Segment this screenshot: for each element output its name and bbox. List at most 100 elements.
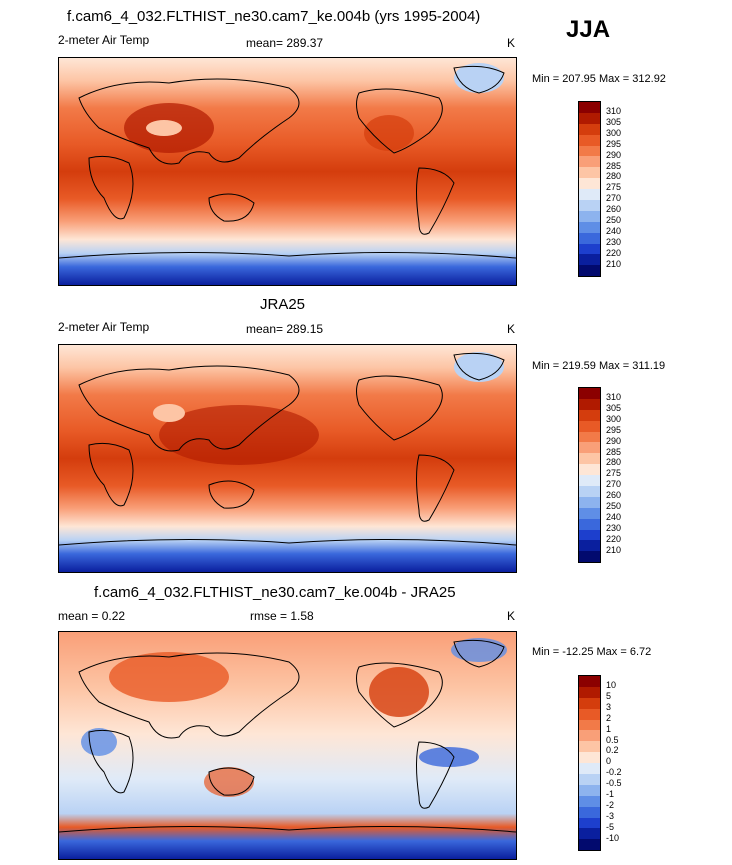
panel1-colorbar-swatch	[579, 189, 600, 201]
panel1-mean-label: mean= 289.37	[246, 36, 324, 50]
panel3-colorbar-swatch	[579, 719, 600, 731]
panel2-colorbar-swatch	[579, 388, 600, 399]
panel3-colorbar-swatch	[579, 686, 600, 698]
panel2-colorbar-swatch	[579, 475, 600, 487]
panel3-title: f.cam6_4_032.FLTHIST_ne30.cam7_ke.004b -…	[94, 584, 456, 601]
panel2-colorbar-swatch	[579, 540, 600, 552]
panel2-colorbar-tick-label: 280	[606, 457, 622, 468]
panel2-colorbar-swatch	[579, 551, 600, 563]
panel1-colorbar-tick-label: 305	[606, 116, 622, 127]
panel3-colorbar-tick-label: 0.5	[606, 734, 619, 745]
panel1-colorbar-ticks: 310 305 300 295 290 285 280 275 270 260 250 240 230 2…	[606, 106, 621, 270]
panel1-colorbar-swatch	[579, 210, 600, 222]
panel2-colorbar-swatch	[579, 453, 600, 465]
panel2-title: JRA25	[260, 296, 306, 313]
panel3-colorbar-tick-label: -3	[606, 810, 615, 821]
panel1-colorbar-tick-label: 295	[606, 138, 622, 149]
panel1-colorbar	[578, 101, 601, 278]
panel1-colorbar-swatch	[579, 123, 600, 135]
panel1-units-label: K	[507, 36, 516, 50]
panel2-mean-label: mean= 289.15	[246, 322, 324, 336]
panel1-colorbar-tick-label: 285	[606, 160, 622, 171]
panel2-colorbar-swatch	[579, 486, 600, 497]
panel2-colorbar-swatch	[579, 431, 600, 443]
panel1-colorbar-tick-label: 250	[606, 215, 622, 226]
panel2-colorbar-tick-label: 260	[606, 490, 622, 501]
panel2-units-label: K	[507, 322, 516, 336]
panel3-colorbar-swatch	[579, 730, 600, 742]
panel1-title: f.cam6_4_032.FLTHIST_ne30.cam7_ke.004b (…	[67, 8, 481, 25]
panel2-colorbar-tick-label: 285	[606, 446, 622, 457]
panel2-colorbar-swatch	[579, 409, 600, 421]
panel3-colorbar-swatch	[579, 676, 600, 687]
panel1-colorbar-swatch	[579, 145, 600, 157]
panel2-minmax-label: Min = 219.59 Max = 311.19	[532, 360, 666, 372]
panel2-colorbar-swatch	[579, 507, 600, 519]
panel2-colorbar	[578, 387, 601, 564]
panel2-colorbar-swatch	[579, 518, 600, 530]
panel1-colorbar-tick-label: 210	[606, 258, 622, 269]
panel1-colorbar-swatch	[579, 102, 600, 113]
panel2-colorbar-tick-label: 275	[606, 468, 622, 479]
panel3-units-label: K	[507, 609, 516, 623]
panel2-colorbar-swatch	[579, 464, 600, 476]
panel2-variable-label: 2-meter Air Temp	[58, 320, 150, 334]
panel3-colorbar-swatch	[579, 784, 600, 796]
panel1-map	[58, 57, 517, 286]
panel2-colorbar-tick-label: 240	[606, 511, 622, 522]
season-label: JJA	[566, 16, 611, 43]
panel3-rmse-label: rmse = 1.58	[250, 609, 314, 623]
panel1-colorbar-swatch	[579, 167, 600, 179]
panel1-colorbar-tick-label: 280	[606, 171, 622, 182]
panel1-colorbar-swatch	[579, 221, 600, 233]
panel3-colorbar-tick-label: 1	[606, 723, 612, 734]
panel2-colorbar-swatch	[579, 442, 600, 454]
panel3-colorbar	[578, 675, 601, 852]
panel2-colorbar-ticks: 310 305 300 295 290 285 280 275 270 260 250 240 230 2…	[606, 392, 621, 556]
panel3-colorbar-tick-label: 0.2	[606, 745, 619, 756]
panel3-colorbar-tick-label: 3	[606, 701, 612, 712]
panel2-colorbar-tick-label: 305	[606, 402, 622, 413]
panel3-colorbar-tick-label: -0.2	[606, 767, 622, 778]
panel3-colorbar-tick-label: -1	[606, 789, 615, 800]
panel1-colorbar-swatch	[579, 156, 600, 168]
panel2-colorbar-swatch	[579, 529, 600, 541]
panel2-colorbar-tick-label: 310	[606, 392, 622, 402]
panel3-colorbar-swatch	[579, 817, 600, 829]
panel3-colorbar-swatch	[579, 697, 600, 709]
panel1-colorbar-swatch	[579, 178, 600, 190]
panel1-minmax-label: Min = 207.95 Max = 312.92	[532, 73, 666, 85]
panel2-map	[58, 344, 517, 573]
panel3-colorbar-swatch	[579, 774, 600, 785]
panel2-colorbar-tick-label: 220	[606, 533, 622, 544]
panel1-colorbar-swatch	[579, 200, 600, 211]
panel3-colorbar-tick-label: -10	[606, 832, 620, 843]
panel3-map	[58, 631, 517, 860]
panel2-colorbar-tick-label: 270	[606, 479, 622, 490]
panel3-colorbar-swatch	[579, 763, 600, 775]
panel2-colorbar-swatch	[579, 420, 600, 432]
panel3-colorbar-swatch	[579, 741, 600, 753]
panel3-colorbar-tick-label: 2	[606, 712, 612, 723]
panel2-colorbar-swatch	[579, 398, 600, 410]
panel1-colorbar-swatch	[579, 232, 600, 244]
panel1-colorbar-swatch	[579, 265, 600, 277]
panel1-colorbar-tick-label: 275	[606, 182, 622, 193]
panel1-colorbar-swatch	[579, 243, 600, 255]
panel3-colorbar-swatch	[579, 839, 600, 851]
panel1-colorbar-tick-label: 310	[606, 106, 622, 116]
panel3-colorbar-swatch	[579, 708, 600, 720]
panel3-mean-label: mean = 0.22	[58, 609, 126, 623]
panel1-colorbar-swatch	[579, 112, 600, 124]
panel3-colorbar-tick-label: -2	[606, 799, 615, 810]
panel2-colorbar-tick-label: 210	[606, 544, 622, 555]
panel2-colorbar-tick-label: 295	[606, 424, 622, 435]
panel3-colorbar-swatch	[579, 795, 600, 807]
panel2-colorbar-tick-label: 250	[606, 501, 622, 512]
panel1-colorbar-swatch	[579, 134, 600, 146]
panel1-colorbar-tick-label: 260	[606, 204, 622, 215]
panel2-colorbar-tick-label: 300	[606, 413, 622, 424]
panel3-colorbar-ticks: 10 5 3 2 1 0.5 0.2 0 -0.2 -0.5 -1 -2 -3 -5 -10	[606, 680, 622, 844]
panel3-colorbar-tick-label: -5	[606, 821, 615, 832]
panel1-colorbar-swatch	[579, 254, 600, 266]
